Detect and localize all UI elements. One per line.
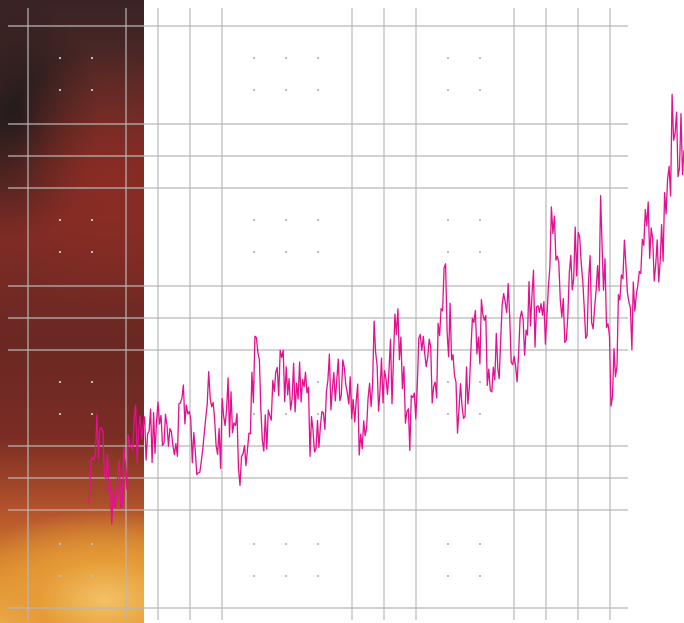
grid-dot xyxy=(317,413,319,415)
grid-dot xyxy=(317,381,319,383)
grid-dot xyxy=(285,89,287,91)
grid-dot xyxy=(253,251,255,253)
grid-dot xyxy=(285,543,287,545)
grid-dot xyxy=(91,89,93,91)
grid-dot xyxy=(479,413,481,415)
background-photo xyxy=(0,0,144,623)
grid-dot xyxy=(447,219,449,221)
grid-dot xyxy=(253,575,255,577)
grid-dot xyxy=(59,57,61,59)
grid-dot xyxy=(285,575,287,577)
series-layer xyxy=(87,93,684,525)
grid-dot xyxy=(253,219,255,221)
grid-dot xyxy=(447,413,449,415)
grid-dot xyxy=(317,89,319,91)
grid-dot xyxy=(479,543,481,545)
grid-dot xyxy=(91,381,93,383)
grid-dot xyxy=(285,251,287,253)
grid-dot xyxy=(91,57,93,59)
grid-dot xyxy=(91,219,93,221)
grid-dot xyxy=(447,57,449,59)
grid-dot xyxy=(59,543,61,545)
grid-dot xyxy=(59,251,61,253)
grid-dot xyxy=(317,219,319,221)
grid-dot xyxy=(59,575,61,577)
grid-dot xyxy=(479,575,481,577)
grid-dots xyxy=(59,57,481,577)
grid-dot xyxy=(59,89,61,91)
grid-dot xyxy=(59,219,61,221)
grid-dot xyxy=(59,381,61,383)
grid-dot xyxy=(479,251,481,253)
grid-dot xyxy=(447,543,449,545)
grid-dot xyxy=(479,219,481,221)
grid-dot xyxy=(317,251,319,253)
grid-dot xyxy=(447,251,449,253)
grid-dot xyxy=(91,575,93,577)
grid-dot xyxy=(285,413,287,415)
grid-dot xyxy=(317,575,319,577)
grid-dot xyxy=(253,89,255,91)
grid-dot xyxy=(317,57,319,59)
grid-dot xyxy=(447,575,449,577)
grid-dot xyxy=(253,543,255,545)
grid-dot xyxy=(285,219,287,221)
grid-dot xyxy=(59,413,61,415)
grid-dot xyxy=(447,381,449,383)
grid-dot xyxy=(91,251,93,253)
grid-dot xyxy=(285,57,287,59)
grid-dot xyxy=(447,89,449,91)
grid-dot xyxy=(479,381,481,383)
series-line xyxy=(87,93,684,525)
grid-dot xyxy=(91,413,93,415)
grid-dot xyxy=(253,413,255,415)
grid-dot xyxy=(91,543,93,545)
grid-dot xyxy=(479,89,481,91)
grid-dot xyxy=(317,543,319,545)
grid-dot xyxy=(479,57,481,59)
grid-dot xyxy=(253,57,255,59)
